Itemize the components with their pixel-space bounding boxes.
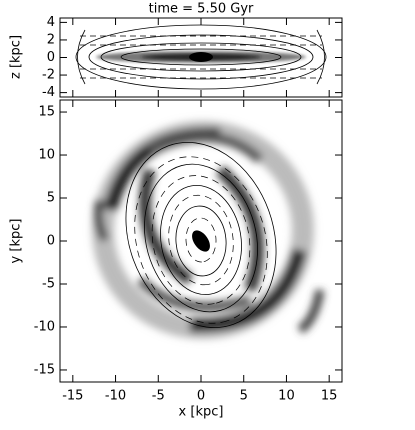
y-tick-label: 4 — [47, 15, 55, 30]
x-tick-label: 10 — [278, 389, 295, 404]
y-tick-label: -15 — [34, 362, 55, 377]
y-tick-label: -10 — [34, 319, 55, 334]
y-tick-label: -5 — [42, 276, 55, 291]
title: time = 5.50 Gyr — [149, 2, 254, 17]
y-tick-label: 10 — [38, 148, 55, 163]
x-axis-label: x [kpc] — [179, 405, 224, 420]
x-tick-label: -15 — [62, 389, 83, 404]
y-tick-label: 0 — [47, 234, 55, 249]
x-tick-label: 15 — [321, 389, 338, 404]
y-tick-label: -4 — [42, 85, 55, 100]
y-axis-label: y [kpc] — [9, 219, 24, 264]
y-tick-label: 2 — [47, 32, 55, 47]
x-tick-label: 0 — [197, 389, 205, 404]
edge-on-map — [75, 24, 327, 90]
x-tick-label: 5 — [240, 389, 248, 404]
y-tick-label: 0 — [47, 50, 55, 65]
x-tick-label: -10 — [105, 389, 126, 404]
y-tick-label: 5 — [47, 191, 55, 206]
y-tick-label: 15 — [38, 105, 55, 120]
x-tick-label: -5 — [152, 389, 165, 404]
face-on-map — [92, 121, 325, 339]
y-axis-label: z [kpc] — [9, 35, 24, 79]
y-tick-label: -2 — [42, 68, 55, 83]
